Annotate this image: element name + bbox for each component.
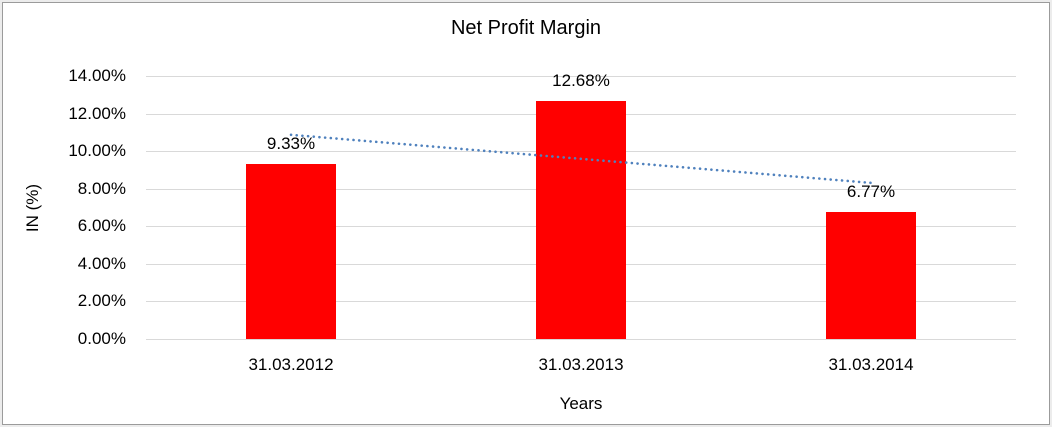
gridline: [146, 339, 1016, 340]
y-axis-tick-label: 0.00%: [77, 329, 126, 348]
y-axis-tick-label: 12.00%: [68, 103, 126, 123]
chart-title: Net Profit Margin: [450, 17, 602, 39]
bar: [246, 163, 336, 339]
bar-data-label: 12.68%: [552, 70, 610, 90]
x-axis-tick-label: 31.03.2013: [538, 355, 624, 374]
bar: [826, 211, 916, 339]
bar: [536, 100, 626, 339]
y-axis-tick-label: 4.00%: [77, 253, 126, 273]
bar-data-label: 9.33%: [266, 133, 316, 153]
y-axis-tick-label: 10.00%: [68, 141, 126, 161]
gridline: [146, 76, 1016, 77]
x-axis-tick-label: 31.03.2012: [248, 355, 334, 374]
plot-area: 0.00% 2.00% 4.00% 6.00% 8.00% 10.00% 12.00% 14.…: [3, 3, 1049, 424]
y-axis-tick-label: 2.00%: [77, 291, 126, 311]
bar-data-label: 6.77%: [846, 181, 896, 201]
x-axis-title: Years: [559, 394, 603, 413]
y-axis-tick-label: 8.00%: [77, 178, 126, 198]
y-axis-tick-label: 6.00%: [77, 216, 126, 236]
y-axis-tick-label: 14.00%: [68, 66, 126, 85]
x-axis-tick-label: 31.03.2014: [828, 355, 914, 374]
